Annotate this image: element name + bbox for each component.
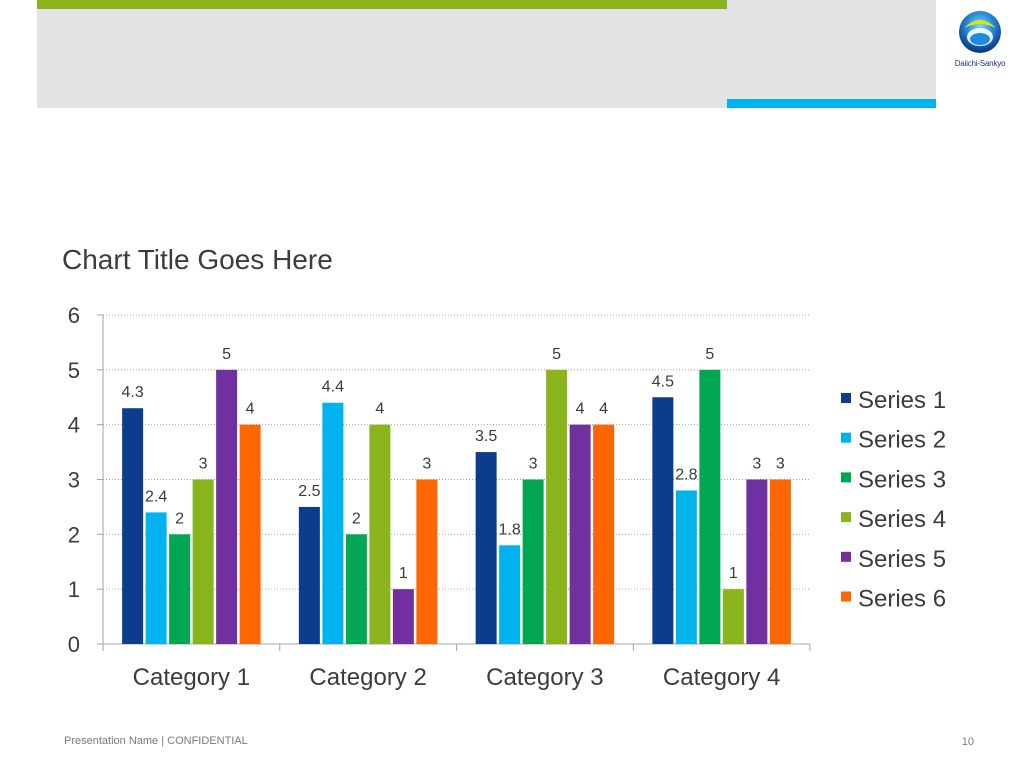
data-label: 2 <box>175 510 184 527</box>
bar <box>569 424 591 644</box>
data-label: 5 <box>222 346 231 363</box>
data-label: 2.8 <box>675 466 697 483</box>
legend-label: Series 2 <box>858 427 946 454</box>
data-label: 3 <box>529 456 538 473</box>
x-tick-label: Category 4 <box>663 664 780 691</box>
logo-text: Daiichi-Sankyo <box>954 59 1006 68</box>
bar <box>522 479 544 644</box>
legend-label: Series 1 <box>858 387 946 414</box>
bar <box>322 402 344 644</box>
bar <box>298 506 320 644</box>
header-blue-accent-bar <box>727 99 936 108</box>
bar <box>546 369 568 644</box>
bar <box>192 479 214 644</box>
bar <box>145 512 167 644</box>
y-tick-label: 2 <box>68 522 80 547</box>
bar <box>216 369 238 644</box>
bar <box>416 479 438 644</box>
data-label: 1 <box>729 565 738 582</box>
data-label: 1.8 <box>499 521 521 538</box>
company-logo: Daiichi-Sankyo <box>946 10 1014 80</box>
data-label: 4.3 <box>122 384 144 401</box>
x-tick-label: Category 3 <box>486 664 603 691</box>
legend-swatch <box>841 472 851 483</box>
legend-swatch <box>841 393 851 403</box>
legend-swatch <box>841 512 851 523</box>
data-label: 2.5 <box>298 483 320 500</box>
data-label: 2.4 <box>145 488 167 505</box>
page-number: 10 <box>961 736 974 748</box>
footer-text: Presentation Name | CONFIDENTIAL <box>64 735 248 747</box>
y-tick-label: 6 <box>68 303 80 328</box>
data-label: 4.5 <box>652 373 674 390</box>
data-label: 3 <box>199 456 208 473</box>
bar <box>392 589 414 644</box>
bar <box>122 408 144 644</box>
y-tick-label: 0 <box>68 632 80 657</box>
y-tick-label: 3 <box>68 468 80 493</box>
data-label: 4 <box>576 401 585 418</box>
data-label: 4 <box>375 401 384 418</box>
legend-label: Series 6 <box>858 586 946 613</box>
data-label: 2 <box>352 510 361 527</box>
data-label: 3.5 <box>475 428 497 445</box>
y-tick-label: 1 <box>68 577 80 602</box>
x-tick-label: Category 1 <box>133 664 250 691</box>
data-label: 5 <box>705 346 714 363</box>
y-tick-label: 5 <box>68 358 80 383</box>
data-label: 4 <box>246 401 255 418</box>
bar <box>722 589 744 644</box>
y-tick-label: 4 <box>68 413 80 438</box>
bar <box>769 479 791 644</box>
bar <box>345 534 367 644</box>
bar <box>239 424 261 644</box>
data-label: 3 <box>752 456 761 473</box>
bar <box>499 545 521 644</box>
header-green-accent-bar <box>37 0 727 9</box>
bar <box>652 397 674 644</box>
legend-label: Series 4 <box>858 506 946 533</box>
legend-swatch <box>841 432 851 443</box>
legend-label: Series 3 <box>858 466 946 493</box>
header-band <box>37 0 936 108</box>
bar <box>475 452 497 644</box>
bar <box>593 424 615 644</box>
chart-title: Chart Title Goes Here <box>62 244 333 275</box>
daiichi-sankyo-logo-icon <box>959 11 1001 53</box>
data-label: 3 <box>422 456 431 473</box>
bar <box>746 479 768 644</box>
x-tick-label: Category 2 <box>309 664 426 691</box>
data-label: 5 <box>552 346 561 363</box>
bar <box>699 369 721 644</box>
bar <box>169 534 191 644</box>
data-label: 3 <box>776 456 785 473</box>
data-label: 1 <box>399 565 408 582</box>
legend-label: Series 5 <box>858 546 946 573</box>
data-label: 4 <box>599 401 608 418</box>
bar <box>369 424 391 644</box>
legend-swatch <box>841 551 851 562</box>
bar <box>675 490 697 644</box>
legend-swatch <box>841 591 851 602</box>
data-label: 4.4 <box>322 379 344 396</box>
